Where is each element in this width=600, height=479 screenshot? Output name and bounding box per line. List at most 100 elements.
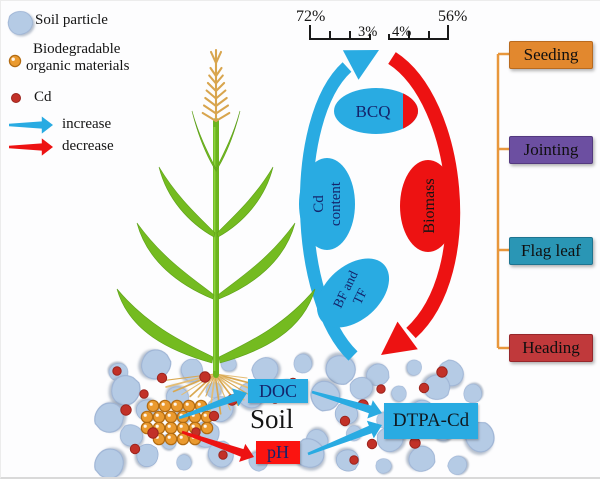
cd-dot [418,382,430,394]
root-strand [197,373,216,398]
soil-particle-icon [7,10,33,35]
soil-particle [423,374,451,400]
cd-dot [199,371,211,383]
stage-label-seeding: Seeding [523,45,579,64]
cd-dot [112,366,122,376]
dtpa-cd-box: DTPA-Cd [384,403,478,439]
red-scale-ruler [388,25,449,40]
wheat-barb [204,96,218,108]
cd-dot [120,404,132,416]
wheat-barb [206,81,218,93]
ball-highlight [173,402,177,406]
cd-dot [208,410,220,422]
increase-arrow-icon [9,116,53,134]
cd-dot [339,415,351,427]
ball-highlight [155,413,159,417]
stage-box-flagleaf: Flag leaf [509,237,593,265]
arrow-organics-to-doc [178,388,247,420]
root-strand [205,373,216,397]
bf-tf-ellipse [316,258,390,328]
wheat-barb [214,89,227,100]
cd-content-line2: content [328,181,344,226]
legend-cd-label: Cd [34,89,52,105]
soil-particle [408,445,436,472]
soil-title: Soil [250,404,294,434]
legend-biodegradable-line2: organic materials [26,58,130,74]
ball-highlight [143,413,147,417]
ball-highlight [197,402,201,406]
wheat-barb [214,111,231,123]
soil-particle [325,355,356,385]
soil-particle [176,454,192,471]
cycle-ellipses: BCQ Cd content Biomass BF and TF [299,88,456,328]
wheat-barb [214,96,228,108]
dtpa-cd-label: DTPA-Cd [392,410,470,431]
wheat-ear [201,48,231,123]
root-strand [214,373,249,395]
cd-dot [218,450,228,460]
cd-dot [147,427,159,439]
decrease-cycle-arrowhead [381,321,418,355]
cd-content-line1: Cd [311,195,327,213]
wheat-barb [205,89,218,100]
cd-dot [366,438,378,450]
decrease-arrow-icon [9,138,53,156]
bcq-ellipse-red-part [403,93,418,129]
root-strand [189,373,216,398]
cd-dot [376,384,386,394]
soil-particle [119,424,144,447]
organic-material-ball [164,432,178,446]
blue-scale-from: 72% [296,8,325,25]
wheat-barb [214,81,226,93]
ball-highlight [167,424,171,428]
doc-label: DOC [258,380,297,401]
soil-particle [349,376,373,400]
wheat-barb [202,104,218,115]
legend-soil-particle-label: Soil particle [35,12,108,28]
stage-label-heading: Heading [522,338,580,357]
ball-highlight [143,424,147,428]
root-strand [214,373,222,415]
soil-particle [94,448,124,477]
cd-content-ellipse [299,158,355,250]
legend-biodegradable-line1: Biodegradable [33,41,121,57]
stage-label-flagleaf: Flag leaf [521,241,581,260]
soil-particle [136,443,159,468]
ball-highlight [203,413,207,417]
ball-highlight [149,402,153,406]
biomass-label: Biomass [421,178,438,233]
soil-particle [293,353,313,374]
soil-particle [111,375,141,406]
soil-particle [141,349,172,380]
arrow-ph-to-dtpa [307,420,382,456]
blue-scale-to: 3% [358,24,377,40]
cd-dot [436,366,448,378]
ball-highlight [167,435,171,439]
straight-arrows [9,50,418,462]
stage-box-seeding: Seeding [509,41,593,69]
organic-material-ball [152,410,166,424]
bcq-ellipse [334,88,418,134]
ph-label: pH [267,442,289,462]
legend-decrease-label: decrease [62,138,114,154]
biomass-ellipse [400,160,456,252]
wheat-plant [116,48,316,378]
wheat-barb [214,74,224,85]
red-scale-from: 4% [392,24,411,40]
ball-highlight [179,424,183,428]
ball-highlight [161,402,165,406]
root-strand [214,373,250,390]
organic-material-icon [8,54,22,68]
increase-cycle-arrowhead [342,50,379,80]
red-scale-to: 56% [438,8,467,25]
bf-tf-line2: TF [350,285,371,306]
organic-material-ball [200,421,214,435]
cd-icon [11,93,21,103]
wheat-barb [201,111,218,123]
wheat-barb [214,104,230,115]
percentage-scales [309,25,449,40]
ph-box: pH [256,441,300,464]
organic-material-ball [146,399,160,413]
plant-leaves [116,110,316,364]
